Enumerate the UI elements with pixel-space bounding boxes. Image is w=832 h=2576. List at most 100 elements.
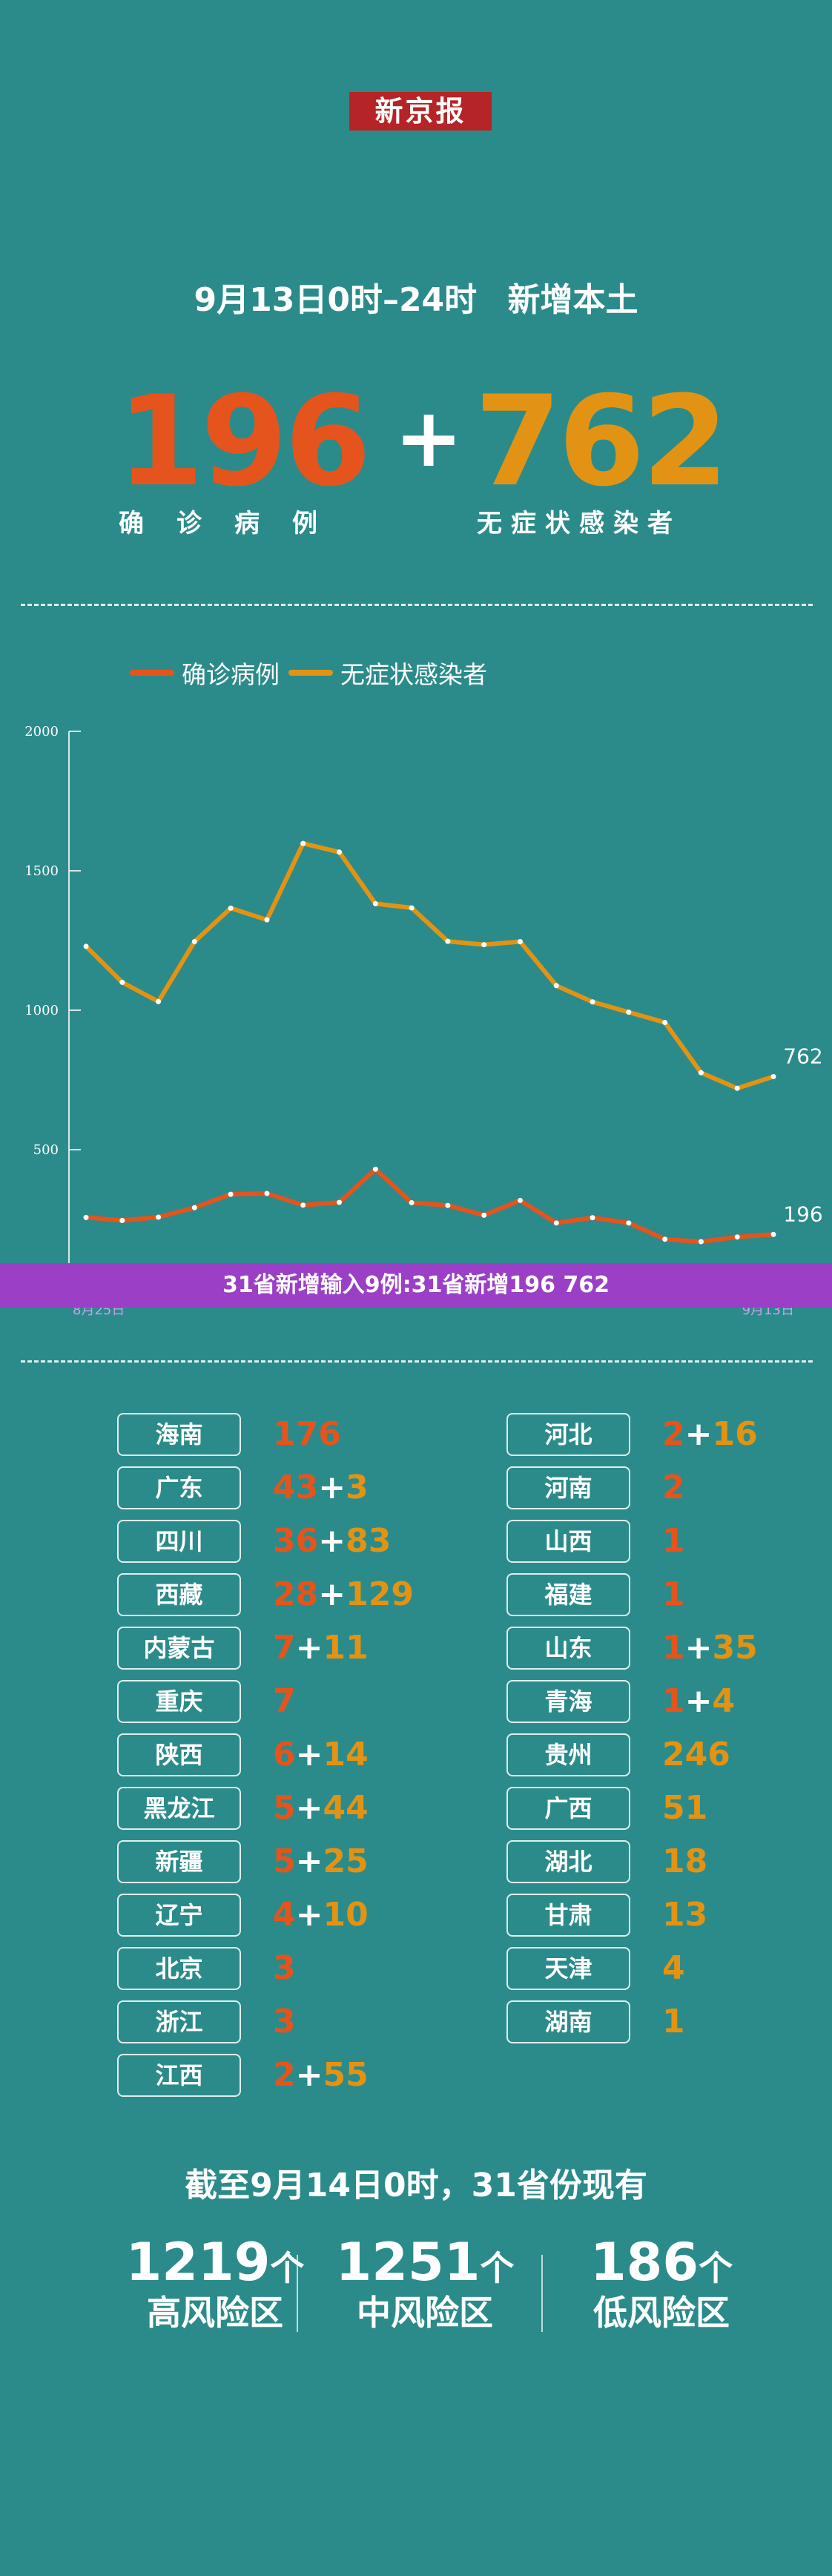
province-confirmed: 7	[273, 1682, 296, 1720]
province-confirmed: 1	[662, 1575, 685, 1613]
province-name: 黑龙江	[117, 1787, 241, 1830]
province-name: 广西	[506, 1787, 630, 1830]
province-confirmed: 5	[273, 1842, 296, 1880]
data-point	[156, 1214, 162, 1220]
legend-swatch-confirmed	[130, 670, 174, 676]
data-point	[337, 849, 343, 855]
province-name: 重庆	[117, 1680, 241, 1723]
province-confirmed: 4	[273, 1896, 296, 1934]
low-risk-zone: 186个 低风险区	[558, 2233, 765, 2333]
province-plus: +	[684, 1415, 713, 1453]
headline-time: 9月13日0时–24时	[194, 281, 478, 319]
province-plus: +	[318, 1575, 346, 1613]
newspaper-logo: 新京报	[349, 92, 492, 131]
province-counts: 18	[662, 1840, 707, 1883]
data-point	[553, 983, 559, 989]
data-point	[553, 1220, 559, 1226]
headline: 9月13日0时–24时 新增本土	[0, 273, 832, 320]
province-counts: 28+129	[273, 1573, 414, 1616]
series-end-label-1: 762	[783, 1044, 822, 1068]
divider-bottom	[21, 1360, 813, 1363]
province-counts: 2+16	[662, 1413, 758, 1456]
province-asymptomatic: 3	[346, 1469, 369, 1506]
high-risk-unit: 个	[270, 2248, 305, 2288]
data-point	[119, 1218, 125, 1224]
caption-banner: 31省新增输入9例:31省新增196 762	[0, 1263, 832, 1308]
province-counts: 3	[273, 1947, 296, 1990]
low-risk-count: 186	[590, 2232, 699, 2293]
province-name: 青海	[506, 1680, 630, 1723]
province-name: 湖北	[506, 1840, 630, 1883]
province-plus: +	[684, 1629, 713, 1667]
chart-legend: 确诊病例 无症状感染者	[130, 655, 496, 691]
data-point	[626, 1009, 632, 1015]
low-risk-unit: 个	[699, 2248, 733, 2288]
data-point	[264, 917, 270, 923]
y-tick-label: 1500	[24, 863, 59, 879]
y-tick-label: 1000	[24, 1003, 59, 1018]
province-name: 河北	[506, 1413, 630, 1456]
y-tick-label: 2000	[24, 724, 59, 739]
province-counts: 6+14	[273, 1733, 369, 1776]
data-point	[445, 1202, 451, 1208]
legend-item-confirmed: 确诊病例	[130, 655, 280, 691]
data-point	[734, 1234, 740, 1240]
province-confirmed: 1	[662, 1682, 685, 1720]
province-asymptomatic: 18	[662, 1842, 708, 1880]
province-counts: 176	[273, 1413, 341, 1456]
province-name: 北京	[117, 1947, 241, 1990]
y-tick-label: 500	[33, 1142, 59, 1158]
data-point	[156, 998, 162, 1004]
legend-label-confirmed: 确诊病例	[182, 660, 280, 689]
province-asymptomatic: 44	[323, 1789, 369, 1827]
data-point	[770, 1231, 776, 1237]
high-risk-zone: 1219个 高风险区	[111, 2233, 319, 2333]
province-confirmed: 1	[662, 1629, 685, 1667]
province-plus: +	[295, 1789, 323, 1827]
data-point	[409, 905, 415, 911]
province-plus: +	[318, 1469, 346, 1506]
data-point	[191, 939, 197, 945]
province-confirmed: 28	[273, 1575, 319, 1613]
province-confirmed: 36	[273, 1522, 319, 1560]
province-asymptomatic: 1	[662, 2003, 685, 2040]
province-confirmed: 43	[273, 1469, 319, 1506]
province-asymptomatic: 51	[662, 1789, 708, 1827]
province-confirmed: 176	[273, 1415, 341, 1453]
province-name: 海南	[117, 1413, 241, 1456]
data-point	[481, 942, 487, 948]
province-counts: 2	[662, 1466, 685, 1509]
legend-item-asymptomatic: 无症状感染者	[288, 655, 487, 691]
province-confirmed: 3	[273, 1949, 296, 1987]
data-point	[228, 1191, 234, 1197]
province-name: 江西	[117, 2054, 241, 2097]
data-point	[662, 1236, 668, 1242]
province-confirmed: 2	[662, 1415, 685, 1453]
data-point	[590, 999, 595, 1005]
medium-risk-count: 1251	[335, 2232, 481, 2293]
province-counts: 36+83	[273, 1520, 391, 1563]
series-end-label-0: 196	[783, 1202, 822, 1226]
province-confirmed: 2	[662, 1469, 685, 1506]
province-counts: 7	[273, 1680, 296, 1723]
legend-label-asymptomatic: 无症状感染者	[340, 660, 487, 689]
province-name: 山东	[506, 1627, 630, 1670]
data-point	[590, 1215, 595, 1221]
province-counts: 4	[662, 1947, 685, 1990]
data-point	[734, 1085, 740, 1091]
province-counts: 5+25	[273, 1840, 369, 1883]
province-name: 山西	[506, 1520, 630, 1563]
province-counts: 246	[662, 1733, 730, 1776]
province-asymptomatic: 129	[346, 1575, 414, 1613]
province-plus: +	[295, 2056, 323, 2094]
series-line-0	[84, 1167, 776, 1245]
series-line-1	[84, 841, 776, 1091]
data-point	[517, 1197, 523, 1203]
province-counts: 4+10	[273, 1894, 369, 1937]
province-asymptomatic: 25	[323, 1842, 369, 1880]
total-asymptomatic: 762	[475, 369, 729, 514]
province-asymptomatic: 4	[662, 1949, 685, 1987]
province-counts: 51	[662, 1787, 707, 1830]
province-name: 陕西	[117, 1733, 241, 1776]
province-plus: +	[295, 1842, 323, 1880]
